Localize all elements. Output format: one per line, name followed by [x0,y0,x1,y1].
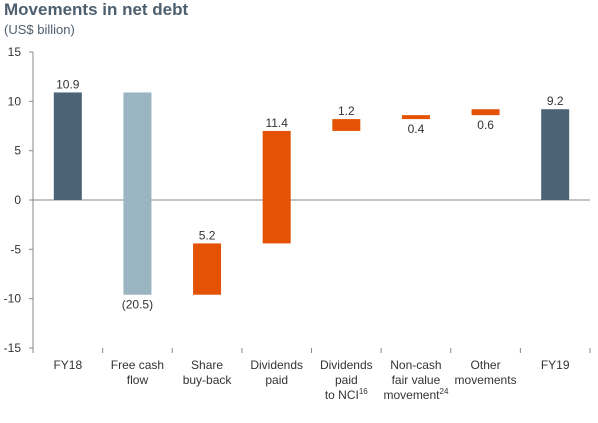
category-label: FY18 [53,358,82,372]
category-label: movements [455,373,517,387]
data-label: 5.2 [199,228,216,242]
bar [123,92,152,295]
bar [471,109,500,116]
data-label: 11.4 [265,116,288,130]
bar [541,109,570,200]
category-label: Dividends [320,358,373,372]
chart-subtitle: (US$ billion) [4,22,75,37]
data-label: 10.9 [56,77,80,91]
category-label: Other [471,358,501,372]
category-label: FY19 [541,358,570,372]
chart-title: Movements in net debt [4,0,189,19]
footnote-superscript: 16 [359,387,368,396]
category-label: flow [127,373,149,387]
category-label: paid [335,373,358,387]
y-tick-label: 0 [14,193,21,207]
category-label: paid [265,373,288,387]
y-tick-label: 15 [8,45,22,59]
y-tick-label: 10 [8,94,22,108]
data-label: 0.4 [408,122,425,136]
footnote-superscript: 24 [440,387,449,396]
bar [53,92,82,200]
y-tick-label: -5 [10,242,21,256]
data-label: (20.5) [122,298,153,312]
bar [262,130,291,244]
data-label: 9.2 [547,94,564,108]
category-label: fair value [392,373,441,387]
category-label: Dividends [250,358,303,372]
y-tick-label: -10 [4,292,22,306]
category-label: buy-back [183,373,233,387]
category-label: to NCI16 [325,387,368,402]
category-label: Share [191,358,223,372]
bar [332,119,361,131]
data-label: 0.6 [477,118,494,132]
bar [401,115,430,120]
category-label: Free cash [111,358,164,372]
category-label: Non-cash [390,358,441,372]
category-label: movement24 [383,387,448,402]
y-tick-label: 5 [14,144,21,158]
y-tick-label: -15 [4,341,22,355]
data-label: 1.2 [338,104,355,118]
bar [193,243,222,295]
